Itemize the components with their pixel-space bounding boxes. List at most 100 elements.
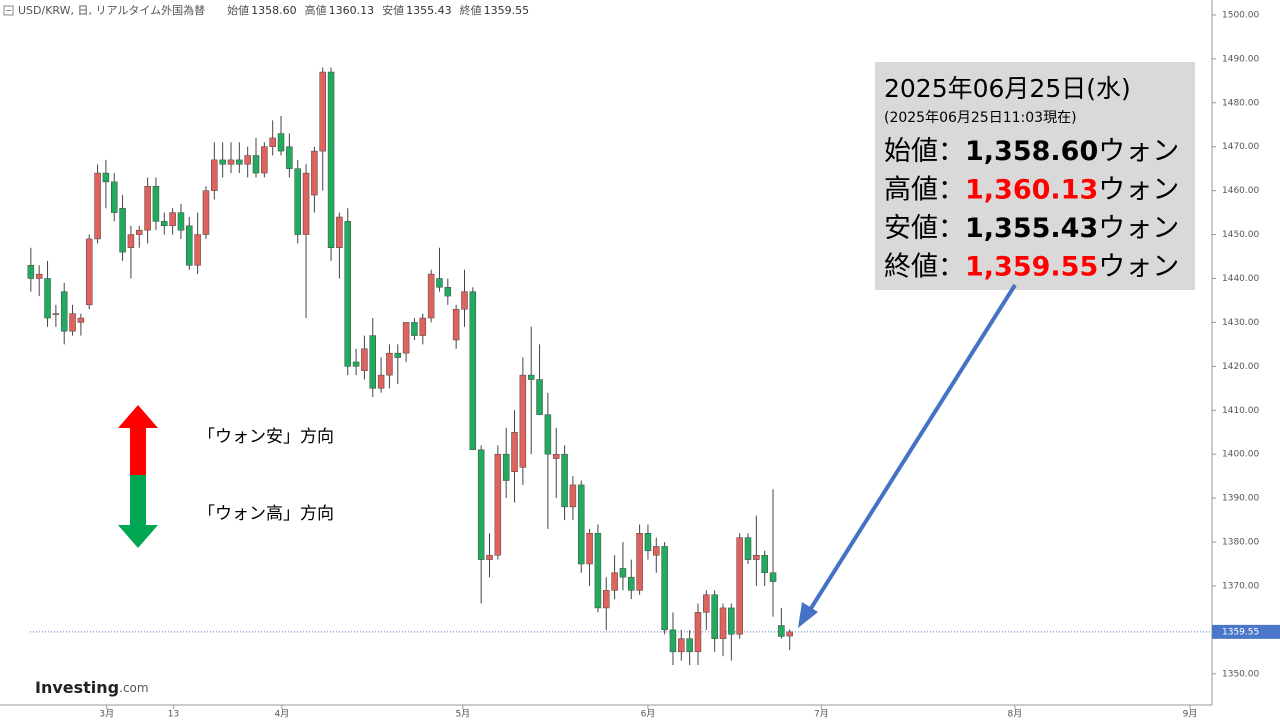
candle-body	[202, 190, 210, 235]
candle-body	[186, 225, 193, 266]
candle-body	[236, 159, 243, 165]
candle-body	[611, 572, 618, 591]
y-tick-label: 1380.00	[1222, 538, 1259, 548]
candle-body	[94, 172, 101, 240]
candle-body	[536, 379, 543, 415]
info-label: 始値：	[884, 136, 965, 167]
candle-body	[444, 287, 452, 297]
candle-body	[411, 322, 418, 336]
candle-body	[102, 172, 110, 183]
candle-body	[369, 335, 377, 389]
candle-body	[653, 546, 660, 556]
info-rows: 始値：1,358.60ウォン高値：1,360.13ウォン安値：1,355.43ウ…	[884, 136, 1179, 283]
candle-body	[486, 554, 493, 560]
candle-body	[477, 449, 485, 560]
ohlc-value: 1360.13	[329, 4, 375, 17]
info-date: 2025年06月25日(水)	[884, 74, 1131, 103]
candle-body	[719, 607, 727, 639]
candle-body	[69, 313, 76, 332]
candle-body	[769, 572, 777, 582]
info-label: 終値：	[884, 251, 965, 282]
up-arrow	[118, 405, 158, 475]
candle-body	[402, 322, 410, 354]
candle-body	[377, 374, 385, 389]
candle-body	[694, 612, 702, 653]
candle-body	[552, 453, 560, 459]
ohlc-field: 高値 1360.13	[305, 3, 375, 17]
candle-body	[661, 546, 668, 631]
candle-body	[419, 317, 427, 336]
info-unit: ウォン	[1098, 174, 1179, 205]
candle-body	[436, 278, 443, 288]
candle-body	[361, 348, 368, 371]
candle-body	[511, 431, 518, 473]
y-tick-label: 1490.00	[1222, 54, 1259, 64]
candle-body	[644, 533, 652, 552]
candle-body	[110, 181, 118, 213]
candle-body	[753, 554, 760, 560]
ohlc-value: 1359.55	[484, 4, 530, 17]
y-tick-label: 1440.00	[1222, 274, 1259, 284]
ohlc-label: 始値	[227, 3, 249, 17]
candle-body	[294, 168, 301, 235]
ohlc-field: 始値 1358.60	[227, 3, 297, 17]
y-tick-label: 1430.00	[1222, 318, 1259, 328]
candle-body	[544, 414, 552, 455]
x-tick-label: 7月	[814, 709, 829, 720]
y-tick-label: 1480.00	[1222, 98, 1259, 108]
candle-body	[461, 291, 468, 310]
candle-body	[27, 265, 35, 279]
candle-body	[219, 159, 226, 165]
pointer-arrow-head	[798, 602, 818, 628]
ohlc-value: 1355.43	[406, 4, 452, 17]
candle-body	[561, 453, 568, 508]
info-value: 1,360.13	[965, 174, 1098, 205]
candle-body	[452, 308, 460, 341]
info-value: 1,359.55	[965, 251, 1098, 282]
candle-body	[427, 273, 435, 319]
candle-body	[686, 638, 693, 653]
candle-body	[227, 159, 235, 165]
candle-body	[169, 212, 176, 227]
info-label: 安値：	[884, 213, 965, 244]
x-tick-label: 3月	[99, 709, 114, 720]
last-price-tag	[1212, 624, 1280, 639]
ohlc-value: 1358.60	[251, 4, 297, 17]
arrow-label: 「ウォン高」方向	[198, 504, 334, 524]
info-value: 1,355.43	[965, 213, 1098, 244]
ohlc-field: 安値 1355.43	[382, 3, 452, 17]
y-tick-label: 1500.00	[1222, 10, 1259, 20]
candle-body	[352, 361, 360, 367]
candle-body	[211, 159, 218, 191]
candle-body	[728, 607, 735, 635]
candle-body	[194, 234, 201, 266]
candle-body	[527, 374, 535, 380]
candle-body	[761, 554, 768, 574]
candle-body	[678, 638, 685, 653]
x-tick-label: 5月	[455, 709, 470, 720]
candle-body	[85, 238, 93, 306]
y-tick-label: 1450.00	[1222, 230, 1259, 240]
candle-body	[519, 374, 527, 468]
info-row: 終値：1,359.55ウォン	[884, 251, 1179, 282]
candle-body	[286, 146, 293, 169]
candle-body	[394, 352, 402, 358]
candle-body	[494, 453, 502, 556]
info-row: 始値：1,358.60ウォン	[884, 136, 1179, 167]
candle-body	[744, 537, 752, 560]
candle-body	[52, 313, 60, 315]
collapse-icon[interactable]	[3, 5, 14, 16]
candle-body	[469, 291, 477, 451]
x-tick-label: 4月	[274, 709, 289, 720]
candle-body	[619, 568, 627, 578]
x-tick-label: 13	[168, 710, 179, 720]
candle-body	[35, 273, 43, 279]
symbol: USD/KRW, 日, リアルタイム外国為替	[18, 3, 205, 17]
candle-body	[161, 221, 168, 227]
candle-body	[502, 453, 510, 481]
candle-body	[336, 216, 343, 248]
candle-body	[669, 629, 677, 653]
candle-body	[269, 137, 276, 147]
